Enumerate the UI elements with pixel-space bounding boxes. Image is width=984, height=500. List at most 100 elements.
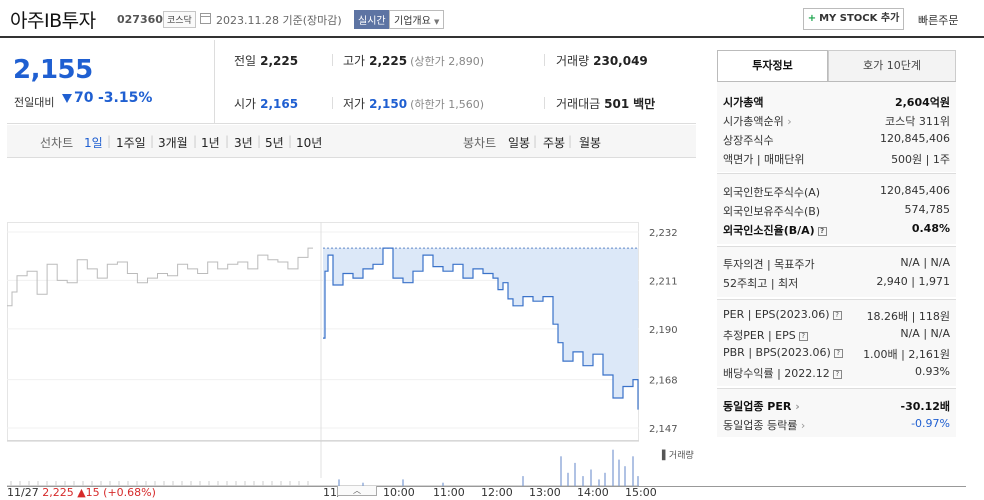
- high-value: 2,225: [369, 54, 408, 68]
- quick-order-link[interactable]: 빠른주문: [918, 14, 959, 27]
- company-overview-dropdown[interactable]: 기업개요 ▼: [389, 10, 445, 29]
- y-tick-label: 2,147: [649, 424, 678, 435]
- info-label[interactable]: 동일업종 등락률 ›: [723, 419, 806, 432]
- x-tick-label: 13:00: [529, 486, 561, 499]
- period-1w[interactable]: 1주일: [116, 136, 146, 150]
- plus-icon: +: [807, 13, 817, 24]
- company-name[interactable]: 아주IB투자: [10, 10, 96, 32]
- price-chart[interactable]: 2,2322,2112,1902,1682,147▌거래량11/2810:001…: [7, 158, 696, 500]
- help-icon[interactable]: ?: [833, 348, 843, 358]
- info-row: 시가총액순위 › 코스닥 311위: [723, 111, 950, 129]
- info-label[interactable]: 배당수익률 | 2022.12?: [723, 365, 842, 381]
- high-stat: 고가 2,225 (상한가 2,890): [343, 52, 484, 69]
- help-icon[interactable]: ?: [817, 226, 827, 236]
- info-row: PER | EPS(2023.06)? 18.26배 | 118원: [723, 306, 950, 324]
- info-row: 시가총액 2,604억원: [723, 92, 950, 110]
- period-3y[interactable]: 3년: [234, 136, 253, 150]
- info-label: 투자의견 | 목표주가: [723, 258, 815, 271]
- tab-order-book[interactable]: 호가 10단계: [828, 50, 956, 82]
- market-badge: 코스닥: [163, 11, 196, 28]
- info-label[interactable]: 시가총액순위 ›: [723, 115, 792, 128]
- info-label: 외국인한도주식수(A): [723, 186, 821, 199]
- info-value: 120,845,406: [880, 132, 950, 145]
- company-overview-label: 기업개요: [394, 16, 431, 27]
- y-tick-label: 2,190: [649, 325, 678, 336]
- divider: |: [193, 134, 198, 148]
- help-icon[interactable]: ?: [832, 369, 842, 379]
- info-label[interactable]: 추정PER | EPS?: [723, 327, 808, 343]
- price-chart-svg: 2,2322,2112,1902,1682,147▌거래량11/2810:001…: [7, 222, 694, 499]
- divider: [717, 388, 956, 389]
- info-value: 2,940 | 1,971: [876, 275, 950, 288]
- info-row: 액면가 | 매매단위 500원 | 1주: [723, 149, 950, 167]
- change-percent: -3.15%: [98, 90, 153, 106]
- info-row: 배당수익률 | 2022.12? 0.93%: [723, 363, 950, 381]
- info-value: -30.12배: [900, 400, 950, 413]
- change-value: 70: [74, 90, 94, 106]
- info-row: 추정PER | EPS? N/A | N/A: [723, 325, 950, 343]
- info-row: 상장주식수 120,845,406: [723, 130, 950, 148]
- info-value: 500원 | 1주: [891, 153, 950, 166]
- add-mystock-button[interactable]: + MY STOCK 추가: [803, 8, 904, 30]
- price-panel: 2,155 전일대비 70 -3.15% 전일 2,225 고가 2,225 (상한가…: [7, 40, 696, 500]
- sector-section: [717, 389, 956, 437]
- tab-investment-info[interactable]: 투자정보: [717, 50, 828, 82]
- info-value: 0.93%: [915, 365, 950, 378]
- x-tick-label: 12:00: [481, 486, 513, 499]
- info-row: 외국인소진율(B/A)? 0.48%: [723, 220, 950, 238]
- prev-close-stat: 전일 2,225: [234, 52, 298, 69]
- period-1y[interactable]: 1년: [201, 136, 220, 150]
- tab-divider: [717, 81, 956, 82]
- divider: |: [150, 134, 155, 148]
- info-label[interactable]: PBR | BPS(2023.06)?: [723, 346, 843, 359]
- info-label: 외국인보유주식수(B): [723, 205, 821, 218]
- divider: [332, 54, 333, 66]
- period-1d[interactable]: 1일: [84, 136, 103, 150]
- realtime-button[interactable]: 실시간: [354, 10, 390, 29]
- low-stat: 저가 2,150 (하한가 1,560): [343, 95, 484, 112]
- upper-limit: (상한가 2,890): [410, 55, 484, 68]
- candle-monthly[interactable]: 월봉: [579, 136, 602, 150]
- candle-weekly[interactable]: 주봉: [543, 136, 566, 150]
- info-value: 2,604억원: [894, 96, 950, 109]
- period-5y[interactable]: 5년: [265, 136, 284, 150]
- help-icon[interactable]: ?: [832, 310, 842, 320]
- info-label[interactable]: 외국인소진율(B/A)?: [723, 222, 827, 238]
- info-label[interactable]: 동일업종 PER ›: [723, 400, 800, 413]
- info-label[interactable]: PER | EPS(2023.06)?: [723, 308, 842, 321]
- info-value: -0.97%: [911, 417, 950, 430]
- chart-period-bar: 선차트 1일 | 1주일 | 3개월 | 1년 | 3년 | 5년 | 10년 …: [7, 125, 696, 158]
- chevron-right-icon: ›: [797, 419, 806, 432]
- prev-close-label: 전일: [234, 54, 257, 68]
- info-row: 동일업종 등락률 › -0.97%: [723, 415, 950, 433]
- market-cap-section: [717, 82, 956, 172]
- help-icon[interactable]: ?: [798, 331, 808, 341]
- period-10y[interactable]: 10년: [296, 136, 323, 150]
- candle-daily[interactable]: 일봉: [508, 136, 531, 150]
- price-area-fill: [323, 248, 638, 410]
- divider: |: [107, 134, 112, 148]
- collapse-chevron-up-icon[interactable]: ︿: [337, 486, 377, 496]
- lower-limit: (하한가 1,560): [410, 98, 484, 111]
- divider: |: [568, 134, 573, 148]
- low-label: 저가: [343, 97, 366, 111]
- date-info: 2023.11.28 기준(장마감): [216, 14, 342, 27]
- opinion-section: [717, 247, 956, 297]
- volume-stat: 거래량 230,049: [556, 52, 648, 69]
- x-tick-label: 11:00: [433, 486, 465, 499]
- divider: |: [257, 134, 262, 148]
- x-tick-label: 10:00: [383, 486, 415, 499]
- period-3m[interactable]: 3개월: [158, 136, 188, 150]
- info-row: 외국인한도주식수(A) 120,845,406: [723, 182, 950, 200]
- add-mystock-label: MY STOCK 추가: [819, 13, 900, 24]
- current-day-line: [323, 247, 639, 410]
- divider: |: [288, 134, 293, 148]
- info-value: N/A | N/A: [900, 256, 950, 269]
- volume-legend: ▌거래량: [661, 449, 694, 461]
- change-label: 전일대비: [14, 96, 55, 109]
- info-value: 코스닥 311위: [885, 115, 950, 128]
- open-value: 2,165: [260, 97, 299, 111]
- stock-header: 아주IB투자 027360 코스닥 2023.11.28 기준(장마감) 실시간…: [0, 0, 984, 38]
- valuation-section: [717, 300, 956, 386]
- info-label: 상장주식수: [723, 134, 774, 147]
